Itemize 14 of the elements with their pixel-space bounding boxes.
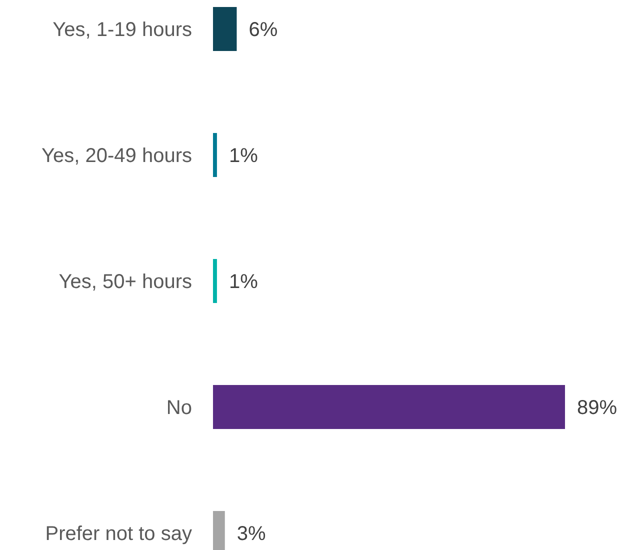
data-label: 89% — [577, 397, 618, 419]
y-tick-label: No — [166, 397, 192, 419]
bar — [213, 133, 217, 177]
bar — [213, 385, 565, 429]
bar — [213, 7, 237, 51]
y-tick-label: Prefer not to say — [45, 523, 192, 545]
data-label: 1% — [228, 271, 258, 293]
y-tick-label: Yes, 1-19 hours — [52, 19, 192, 41]
y-tick-label: Yes, 50+ hours — [58, 271, 192, 293]
bar — [213, 259, 217, 303]
y-tick-label: Yes, 20-49 hours — [42, 145, 192, 167]
data-label: 3% — [236, 523, 266, 545]
data-label: 1% — [228, 145, 258, 167]
data-label: 6% — [248, 19, 278, 41]
